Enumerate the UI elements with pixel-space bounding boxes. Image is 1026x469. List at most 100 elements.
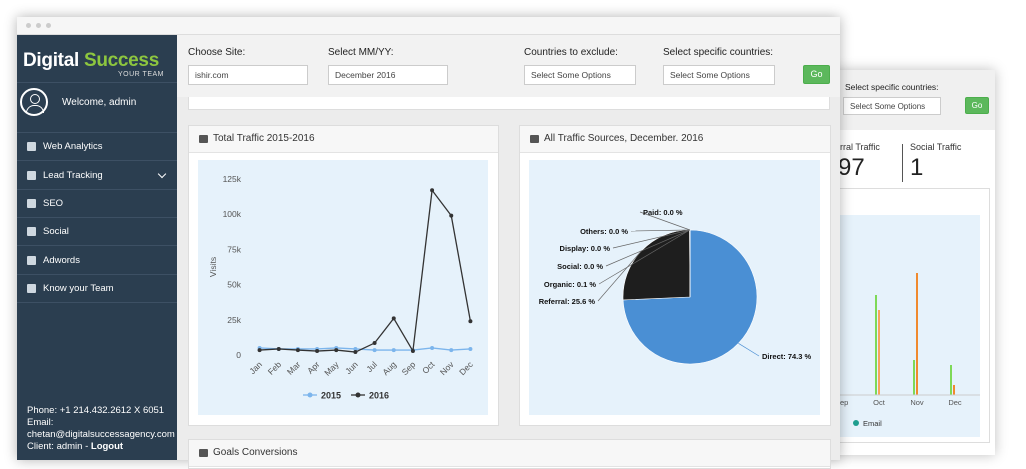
panel-title: Total Traffic 2015-2016 <box>189 126 498 153</box>
back-axis-label: Oct <box>873 398 886 407</box>
go-button[interactable]: Go <box>803 65 830 84</box>
point <box>334 348 338 352</box>
menu-label: Know your Team <box>43 275 114 303</box>
legend-marker <box>356 393 361 398</box>
back-axis-label: ep <box>840 398 848 407</box>
series-line <box>260 190 471 352</box>
date-input[interactable]: December 2016 <box>328 65 448 85</box>
x-tick-label: Apr <box>305 359 322 376</box>
menu-item[interactable]: Know your Team <box>17 275 177 303</box>
filter-label: Countries to exclude: <box>524 47 618 58</box>
logout-link[interactable]: Logout <box>91 441 123 452</box>
menu-item[interactable]: Web Analytics <box>17 133 177 161</box>
slice-label: Display: 0.0 % <box>560 244 611 253</box>
legend-label: 2015 <box>321 391 341 401</box>
point <box>430 188 434 192</box>
cut-panel <box>188 97 830 110</box>
back-axis-label: Nov <box>910 398 924 407</box>
menu-label: Social <box>43 218 69 246</box>
y-tick-label: 100k <box>223 209 242 219</box>
panel-title: All Traffic Sources, December. 2016 <box>520 126 830 153</box>
user-icon <box>20 88 48 116</box>
menu-item[interactable]: SEO <box>17 190 177 218</box>
filter-label: Choose Site: <box>188 47 245 58</box>
point <box>373 341 377 345</box>
stat-divider <box>902 144 903 182</box>
phone: Phone: +1 214.432.2612 X 6051 <box>27 405 175 417</box>
point <box>449 348 453 352</box>
legend-label: 2016 <box>369 391 389 401</box>
bar-decor <box>916 273 918 395</box>
menu-item[interactable]: Lead Tracking <box>17 162 177 190</box>
logo: Digital Success <box>23 50 159 72</box>
site-input[interactable]: ishir.com <box>188 65 308 85</box>
x-tick-label: Mar <box>285 359 303 377</box>
bar-decor <box>913 360 915 395</box>
email: chetan@digitalsuccessagency.com <box>27 429 175 441</box>
menu-label: Lead Tracking <box>43 162 103 190</box>
bar-decor <box>953 385 955 395</box>
panel-title: Goals Conversions <box>189 440 830 467</box>
logo-text: Success <box>84 50 159 71</box>
slice-label: Referral: 25.6 % <box>539 297 596 306</box>
y-tick-label: 50k <box>227 280 241 290</box>
menu-label: Web Analytics <box>43 133 103 161</box>
back-axis-label: Dec <box>948 398 962 407</box>
back-window: Select specific countries: Select Some O… <box>826 70 995 455</box>
x-tick-label: Dec <box>457 359 475 377</box>
point <box>411 349 415 353</box>
bar-decor <box>950 365 952 395</box>
connector <box>738 343 759 356</box>
legend-marker <box>853 420 859 426</box>
title-bar <box>17 17 840 35</box>
point <box>296 348 300 352</box>
slice-label: Others: 0.0 % <box>580 227 628 236</box>
filter-label: Select MM/YY: <box>328 47 394 58</box>
menu-item[interactable]: Social <box>17 218 177 246</box>
point <box>277 347 281 351</box>
point <box>449 214 453 218</box>
x-tick-label: Nov <box>438 359 456 377</box>
goals-panel: Goals Conversions <box>188 439 831 469</box>
x-tick-label: Jul <box>364 359 379 374</box>
point <box>430 346 434 350</box>
y-axis-title: Visits <box>208 257 218 277</box>
slice-label: Organic: 0.1 % <box>544 280 596 289</box>
back-specific-label: Select specific countries: <box>845 82 939 92</box>
point <box>392 348 396 352</box>
exclude-select[interactable]: Select Some Options <box>524 65 636 85</box>
back-stat-value: 1 <box>910 154 923 182</box>
x-tick-label: Oct <box>420 359 437 376</box>
y-tick-label: 75k <box>227 244 241 254</box>
email-label: Email: <box>27 417 175 429</box>
x-tick-label: May <box>322 359 341 378</box>
menu-label: SEO <box>43 190 63 218</box>
filter-label: Select specific countries: <box>663 47 773 58</box>
pie-chart: DirectDirect: 74.3 %ReferralReferral: 25… <box>529 160 820 415</box>
back-specific-select[interactable]: Select Some Options <box>843 97 941 115</box>
y-tick-label: 25k <box>227 315 241 325</box>
y-tick-label: 125k <box>223 174 242 184</box>
back-stat-label: Social Traffic <box>910 142 961 152</box>
bar-decor <box>875 295 877 395</box>
slice-label: Paid: 0.0 % <box>643 208 683 217</box>
x-tick-label: Sep <box>400 359 418 377</box>
slice-label: Social: 0.0 % <box>557 262 603 271</box>
point <box>468 347 472 351</box>
menu-item[interactable]: Adwords <box>17 247 177 275</box>
logo-text: Digital <box>23 50 79 71</box>
x-tick-label: Jun <box>343 359 360 376</box>
specific-select[interactable]: Select Some Options <box>663 65 775 85</box>
menu-label: Adwords <box>43 247 80 275</box>
back-chart: ep Oct Nov Dec Email <box>838 215 980 437</box>
back-go-button[interactable]: Go <box>965 97 989 114</box>
x-tick-label: Jan <box>247 359 264 376</box>
back-stat-label: rral Traffic <box>840 142 880 152</box>
point <box>392 316 396 320</box>
y-tick-label: 0 <box>236 350 241 360</box>
bar-decor <box>878 310 880 395</box>
point <box>258 348 262 352</box>
back-stat-value: 97 <box>838 154 865 182</box>
